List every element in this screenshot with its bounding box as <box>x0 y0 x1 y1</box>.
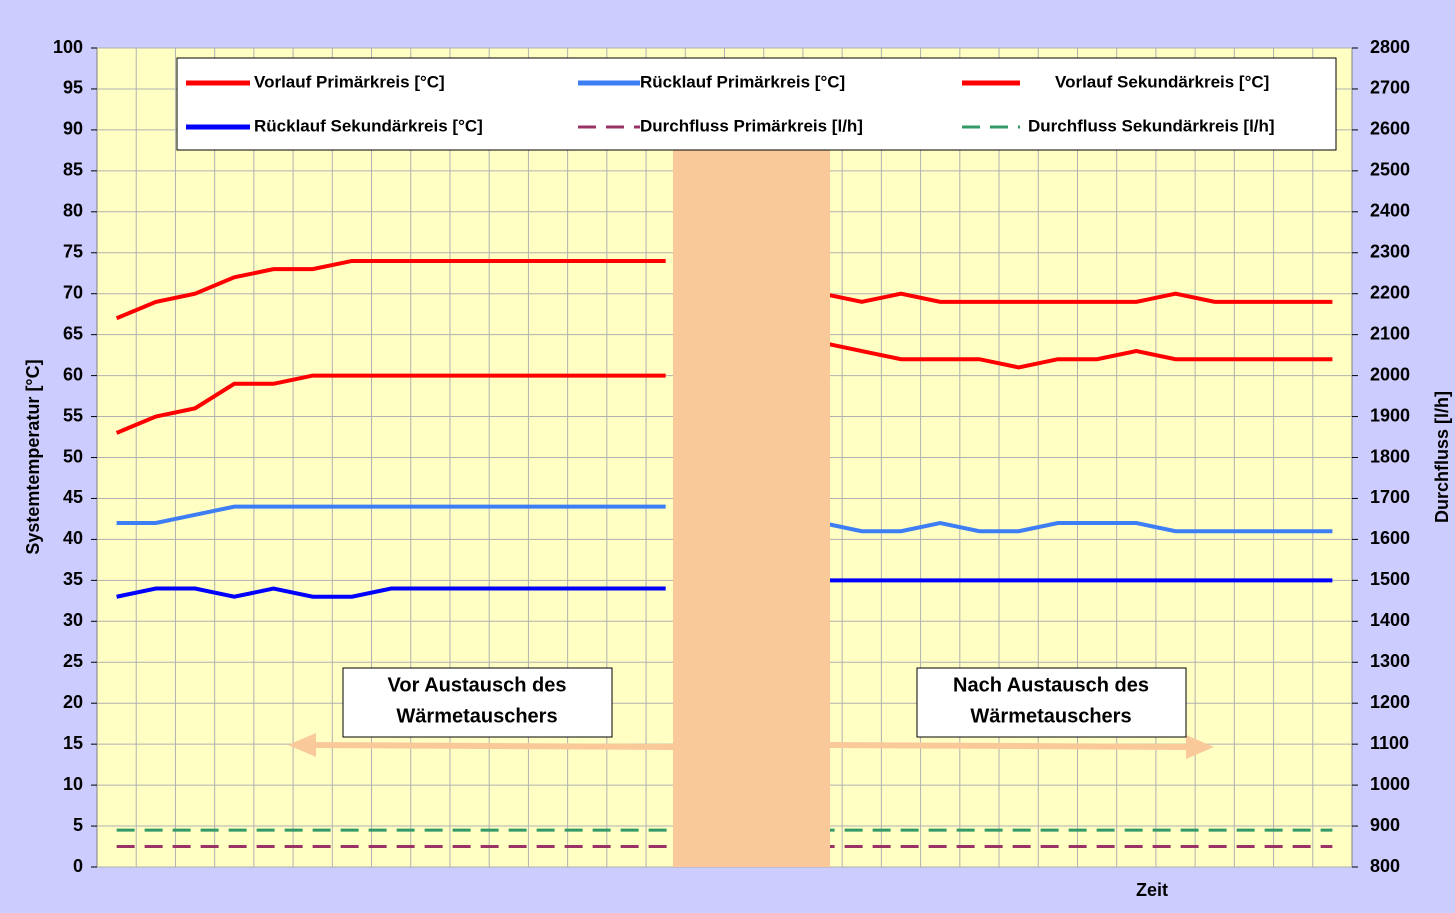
y2-tick-label: 900 <box>1370 815 1400 835</box>
legend-label: Vorlauf Sekundärkreis [°C] <box>1055 72 1269 91</box>
y2-tick-label: 2600 <box>1370 119 1410 139</box>
y2-tick-label: 1700 <box>1370 487 1410 507</box>
annotation: Wärmetauschers <box>970 705 1131 727</box>
arrow-right <box>829 735 1214 759</box>
legend-label: Rücklauf Primärkreis [°C] <box>640 72 845 91</box>
annotation: Nach Austausch des <box>953 674 1149 696</box>
y-tick-label: 20 <box>63 692 83 712</box>
y2-tick-label: 1900 <box>1370 405 1410 425</box>
lines <box>115 258 1333 849</box>
legend-label: Durchfluss Sekundärkreis [l/h] <box>1028 116 1275 135</box>
y-tick-label: 40 <box>63 528 83 548</box>
y-tick-label: 70 <box>63 282 83 302</box>
y2-tick-label: 2500 <box>1370 160 1410 180</box>
transition-band <box>673 150 830 867</box>
y2-tick-label: 2800 <box>1370 37 1410 57</box>
y-tick-label: 25 <box>63 651 83 671</box>
y-tick-label: 35 <box>63 569 83 589</box>
y-tick-label: 50 <box>63 446 83 466</box>
y2-tick-label: 800 <box>1370 856 1400 876</box>
annotation: Vor Austausch des <box>388 674 567 696</box>
legend-label: Vorlauf Primärkreis [°C] <box>254 72 445 91</box>
y2-tick-label: 1500 <box>1370 569 1410 589</box>
legend <box>176 57 1337 151</box>
arrow-left <box>288 733 674 757</box>
y2-axis-label: Durchfluss [l/h] <box>1432 391 1452 523</box>
y-tick-label: 85 <box>63 160 83 180</box>
y-tick-label: 0 <box>73 856 83 876</box>
x-axis-label: Zeit <box>1136 880 1168 900</box>
arrow-head <box>1186 735 1214 759</box>
arrow-head <box>288 733 316 757</box>
y-tick-label: 5 <box>73 815 83 835</box>
series-line <box>116 504 1333 534</box>
series-line <box>116 578 1333 599</box>
series-line <box>115 258 1333 321</box>
annotation-box <box>342 667 613 738</box>
y2-tick-label: 2100 <box>1370 323 1410 343</box>
y-tick-label: 15 <box>63 733 83 753</box>
y-axis-label: Systemtemperatur [°C] <box>23 359 43 554</box>
y2-tick-label: 1100 <box>1370 733 1409 753</box>
legend-label: Durchfluss Primärkreis [l/h] <box>640 116 863 135</box>
annotation-box <box>916 667 1187 738</box>
y-tick-label: 65 <box>63 323 83 343</box>
y2-tick-label: 1400 <box>1370 610 1410 630</box>
legend-items: Vorlauf Primärkreis [°C] Rücklauf Primärk… <box>186 72 1275 135</box>
y-tick-label: 75 <box>63 242 83 262</box>
y-tick-label: 30 <box>63 610 83 630</box>
y2-tick-label: 1000 <box>1370 774 1410 794</box>
y-tick-label: 55 <box>63 405 83 425</box>
y-tick-label: 95 <box>63 78 83 98</box>
y2-tick-label: 1800 <box>1370 446 1410 466</box>
legend-label: Rücklauf Sekundärkreis [°C] <box>254 116 483 135</box>
y-tick-label: 60 <box>63 364 83 384</box>
y2-tick-label: 1200 <box>1370 692 1410 712</box>
y2-tick-label: 2000 <box>1370 364 1410 384</box>
y-tick-label: 10 <box>63 774 83 794</box>
y2-tick-label: 2700 <box>1370 78 1410 98</box>
arrow-shaft <box>309 742 674 750</box>
annotation: Wärmetauschers <box>396 705 557 727</box>
y2-tick-label: 2200 <box>1370 282 1410 302</box>
y-tick-label: 100 <box>53 37 83 57</box>
y-tick-label: 45 <box>63 487 83 507</box>
y-tick-label: 90 <box>63 119 83 139</box>
y-tick-label: 80 <box>63 201 83 221</box>
y2-tick-label: 2400 <box>1370 201 1410 221</box>
y2-tick-label: 2300 <box>1370 242 1410 262</box>
arrow-shaft <box>829 742 1193 750</box>
series-line <box>115 340 1333 435</box>
y2-tick-label: 1300 <box>1370 651 1410 671</box>
y2-tick-label: 1600 <box>1370 528 1410 548</box>
